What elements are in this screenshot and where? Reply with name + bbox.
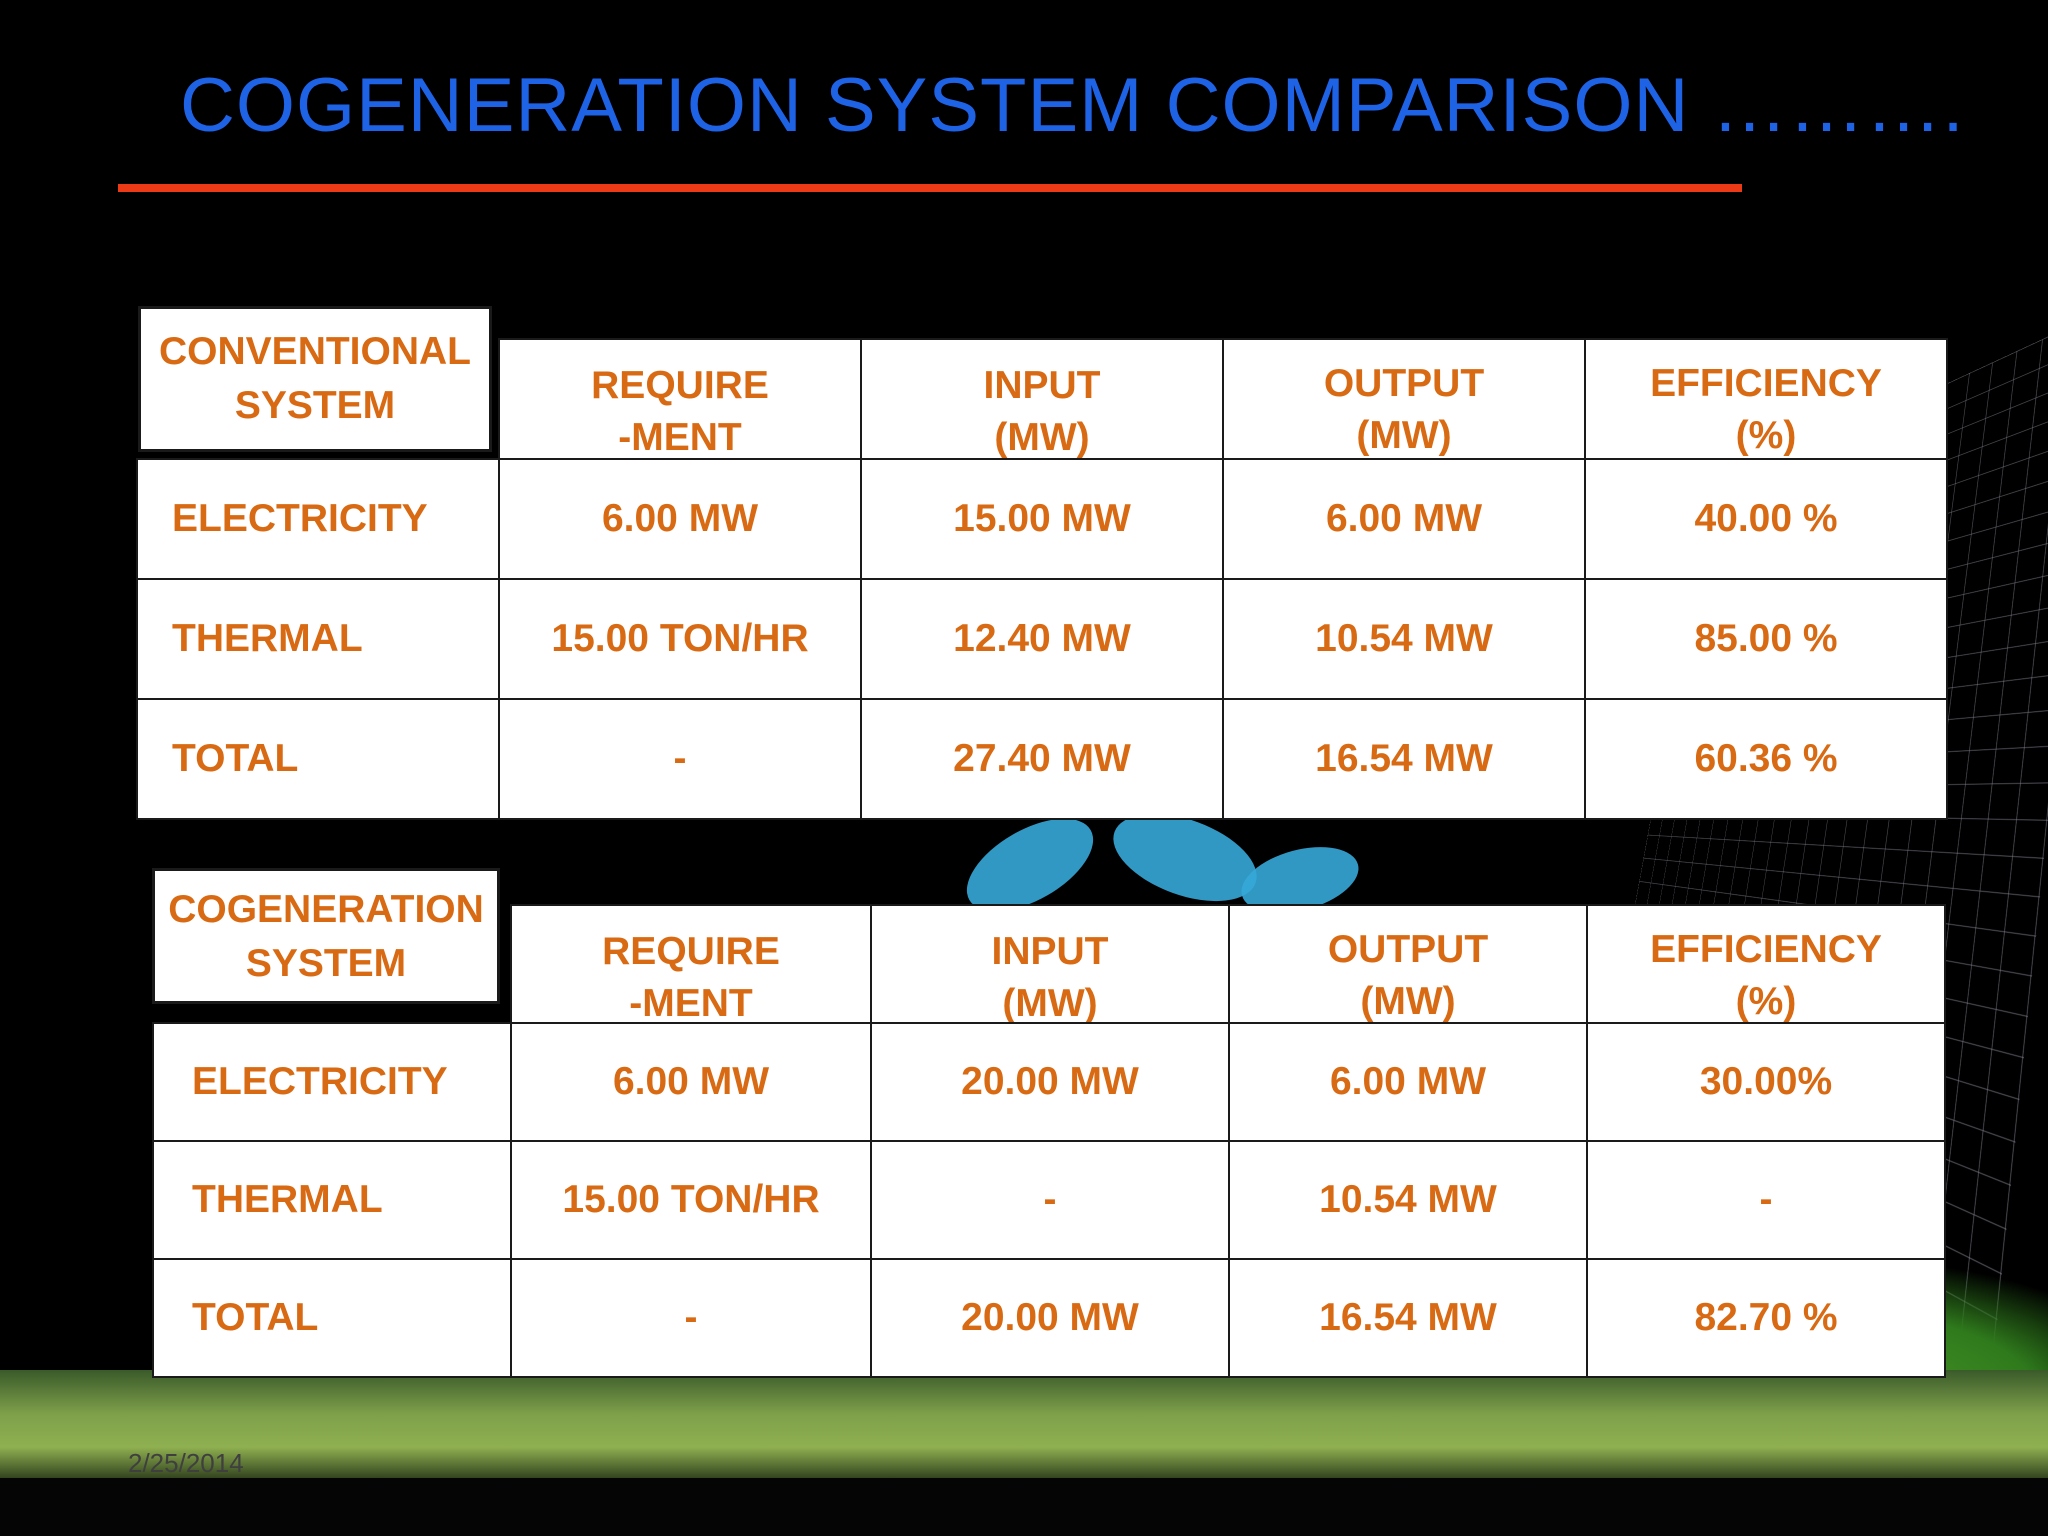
- table-cell: 30.00%: [1586, 1022, 1946, 1142]
- column-header-line: INPUT: [984, 360, 1101, 412]
- background-bottom-band: [0, 1478, 2048, 1536]
- table-corner-label: COGENERATION SYSTEM: [152, 868, 500, 1004]
- table-cell: 16.54 MW: [1228, 1258, 1588, 1378]
- column-header-line: (MW): [1356, 410, 1451, 460]
- table-cell: -: [498, 698, 862, 820]
- slide-title: COGENERATION SYSTEM COMPARISON ……….: [180, 62, 1965, 149]
- table-cell: 6.00 MW: [510, 1022, 872, 1142]
- table-cell: 15.00 MW: [860, 458, 1224, 580]
- table-cell: -: [870, 1140, 1230, 1260]
- column-header: OUTPUT (MW): [1222, 338, 1586, 460]
- table-cell: 40.00 %: [1584, 458, 1948, 580]
- column-header-line: (%): [1736, 976, 1797, 1024]
- column-header-line: INPUT: [992, 926, 1109, 978]
- column-header-line: OUTPUT: [1328, 924, 1488, 976]
- column-header: OUTPUT (MW): [1228, 904, 1588, 1024]
- table-cell: 6.00 MW: [1228, 1022, 1588, 1142]
- table-cell: 6.00 MW: [1222, 458, 1586, 580]
- column-header-line: EFFICIENCY: [1650, 358, 1882, 410]
- column-header-line: -MENT: [629, 978, 752, 1024]
- table-cell: 20.00 MW: [870, 1022, 1230, 1142]
- table-cell: 15.00 TON/HR: [498, 578, 862, 700]
- column-header-line: REQUIRE: [591, 360, 769, 412]
- table-cell: 12.40 MW: [860, 578, 1224, 700]
- table-cell: -: [510, 1258, 872, 1378]
- column-header-line: (MW): [994, 412, 1089, 460]
- column-header: EFFICIENCY (%): [1586, 904, 1946, 1024]
- corner-label-line: COGENERATION: [155, 883, 497, 937]
- column-header: INPUT (MW): [860, 338, 1224, 460]
- column-header-line: -MENT: [618, 412, 741, 460]
- title-underline: [118, 184, 1742, 192]
- column-header: REQUIRE -MENT: [510, 904, 872, 1024]
- row-label: TOTAL: [152, 1258, 512, 1378]
- row-label: TOTAL: [136, 698, 500, 820]
- row-label: THERMAL: [152, 1140, 512, 1260]
- column-header-line: REQUIRE: [602, 926, 780, 978]
- column-header-line: (MW): [1002, 978, 1097, 1024]
- background-landscape: [0, 1370, 2048, 1480]
- table-cell: 27.40 MW: [860, 698, 1224, 820]
- table-corner-label: CONVENTIONAL SYSTEM: [138, 306, 492, 452]
- column-header-line: OUTPUT: [1324, 358, 1484, 410]
- table-cell: 6.00 MW: [498, 458, 862, 580]
- table-cell: 60.36 %: [1584, 698, 1948, 820]
- corner-label-line: CONVENTIONAL: [141, 325, 489, 379]
- column-header: INPUT (MW): [870, 904, 1230, 1024]
- slide-date: 2/25/2014: [128, 1448, 244, 1479]
- column-header-line: EFFICIENCY: [1650, 924, 1882, 976]
- row-label: ELECTRICITY: [152, 1022, 512, 1142]
- column-header-line: (MW): [1360, 976, 1455, 1024]
- table-cell: 85.00 %: [1584, 578, 1948, 700]
- table-cell: 10.54 MW: [1222, 578, 1586, 700]
- table-cell: 82.70 %: [1586, 1258, 1946, 1378]
- table-cell: -: [1586, 1140, 1946, 1260]
- row-label: THERMAL: [136, 578, 500, 700]
- table-cell: 10.54 MW: [1228, 1140, 1588, 1260]
- table-cell: 15.00 TON/HR: [510, 1140, 872, 1260]
- column-header-line: (%): [1736, 410, 1797, 460]
- corner-label-line: SYSTEM: [141, 379, 489, 433]
- table-cell: 20.00 MW: [870, 1258, 1230, 1378]
- table-cell: 16.54 MW: [1222, 698, 1586, 820]
- row-label: ELECTRICITY: [136, 458, 500, 580]
- column-header: REQUIRE -MENT: [498, 338, 862, 460]
- corner-label-line: SYSTEM: [155, 937, 497, 991]
- column-header: EFFICIENCY (%): [1584, 338, 1948, 460]
